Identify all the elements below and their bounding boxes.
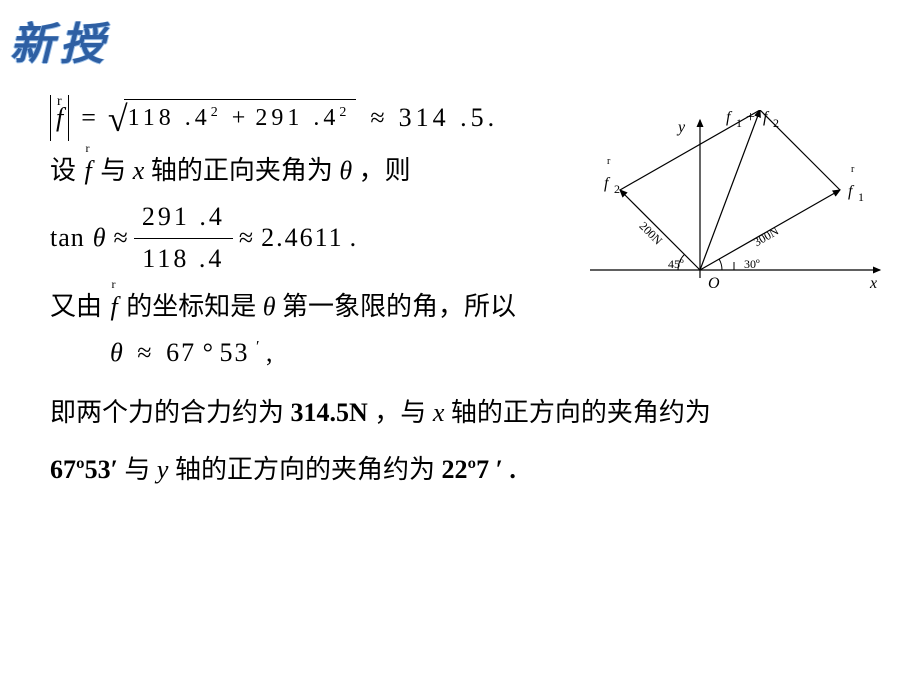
svg-text:2: 2 [614,182,620,196]
set-prefix: 设 [50,156,76,185]
svg-text:r: r [851,164,855,175]
svg-text:300N: 300N [751,224,781,250]
set-theta: θ [339,156,352,185]
conc1-p1: 即两个力的合力约为 [50,398,291,427]
svg-text:200N: 200N [636,219,665,248]
tan-period: . [350,218,357,258]
conc2-ang1: 67º53′ [50,455,118,484]
root-b: 291 .4 [255,105,339,131]
theta-approx: ≈ [137,338,151,367]
vector-diagram: xyO45º30ºrf1rf2rf1+rf2300N200N [590,110,890,310]
vec-f: r f [56,95,63,141]
conc1-p2: ，与 [374,398,426,427]
conc2-axis: y [157,455,169,484]
set-vec-letter: f [85,156,92,185]
sqrt-expr: √ 118 .42 + 291 .42 [108,99,356,137]
quad-vec-letter: f [111,292,118,321]
tan-approx2: ≈ [239,218,253,258]
line-conclusion-2: 67º53′ 与 y 轴的正方向的夹角约为 22º7 ′ . [50,450,870,490]
theta-min: 53 [219,338,249,367]
header-text: 新授 [10,20,110,69]
quad-vec: r f [111,287,118,327]
sq-a: 2 [211,105,222,120]
svg-text:1: 1 [858,190,864,204]
mag-period: . [488,98,495,138]
svg-text:30º: 30º [744,257,760,271]
tan-approx1: ≈ [114,218,128,258]
set-vec-f: r f [85,151,92,191]
tan-num: 291 .4 [134,197,233,238]
quad-p3: 第一象限的角，所以 [282,292,516,321]
set-tail: ，则 [359,156,411,185]
sq-b: 2 [339,105,350,120]
svg-text:r: r [607,156,611,167]
quad-vec-arrow: r [112,275,116,294]
quad-theta: θ [263,292,276,321]
diagram-svg: xyO45º30ºrf1rf2rf1+rf2300N200N [590,110,890,310]
conc2-ang2: 22º7 ′ [441,455,502,484]
svg-text:1: 1 [736,116,742,130]
conc1-val: 314.5N [291,398,368,427]
conc1-p3: 轴的正方向的夹角约为 [451,398,711,427]
conc1-axis: x [433,398,445,427]
mag-result: 314 .5 [399,98,488,138]
tan-val: 2.4611 [261,218,344,258]
approx-1: ≈ [370,98,384,138]
quad-p1: 又由 [50,292,102,321]
root-a: 118 .4 [128,105,211,131]
mod-f: r f [50,95,69,141]
tan-word: tan [50,218,85,258]
under-root: 118 .42 + 291 .42 [124,99,357,137]
line-conclusion-1: 即两个力的合力约为 314.5N ，与 x 轴的正方向的夹角约为 [50,393,870,433]
theta-comma: , [266,338,273,367]
conc2-period: . [509,455,516,484]
set-x: x [133,156,145,185]
set-mid2: 轴的正向夹角为 [151,156,333,185]
svg-text:f: f [848,183,855,200]
tan-den: 118 .4 [134,239,233,279]
svg-text:45º: 45º [668,257,684,271]
svg-text:y: y [676,119,686,136]
svg-text:x: x [869,275,877,292]
tan-theta: θ [93,218,106,258]
svg-text:O: O [708,275,720,292]
theta-sym: θ [110,338,123,367]
equals-1: = [81,98,96,138]
section-header: 新授 [10,8,110,72]
vec-arrow: r [57,79,62,125]
theta-degsym: ° [203,338,213,367]
svg-text:f: f [726,110,733,126]
set-vec-arrow: r [86,139,90,158]
tan-fraction: 291 .4 118 .4 [134,197,233,279]
quad-p2: 的坐标知是 [126,292,256,321]
set-mid1: 与 [100,156,126,185]
svg-text:f: f [604,175,611,192]
svg-text:f: f [763,110,770,126]
svg-text:+: + [746,110,755,126]
conc2-p2: 轴的正方向的夹角约为 [175,455,442,484]
svg-text:2: 2 [773,116,779,130]
equation-theta-result: θ ≈ 67 ° 53 ′ , [110,333,870,373]
root-plus: + [232,105,256,131]
theta-minsym: ′ [256,339,260,356]
theta-deg: 67 [166,338,196,367]
conc2-mid: 与 [124,455,157,484]
